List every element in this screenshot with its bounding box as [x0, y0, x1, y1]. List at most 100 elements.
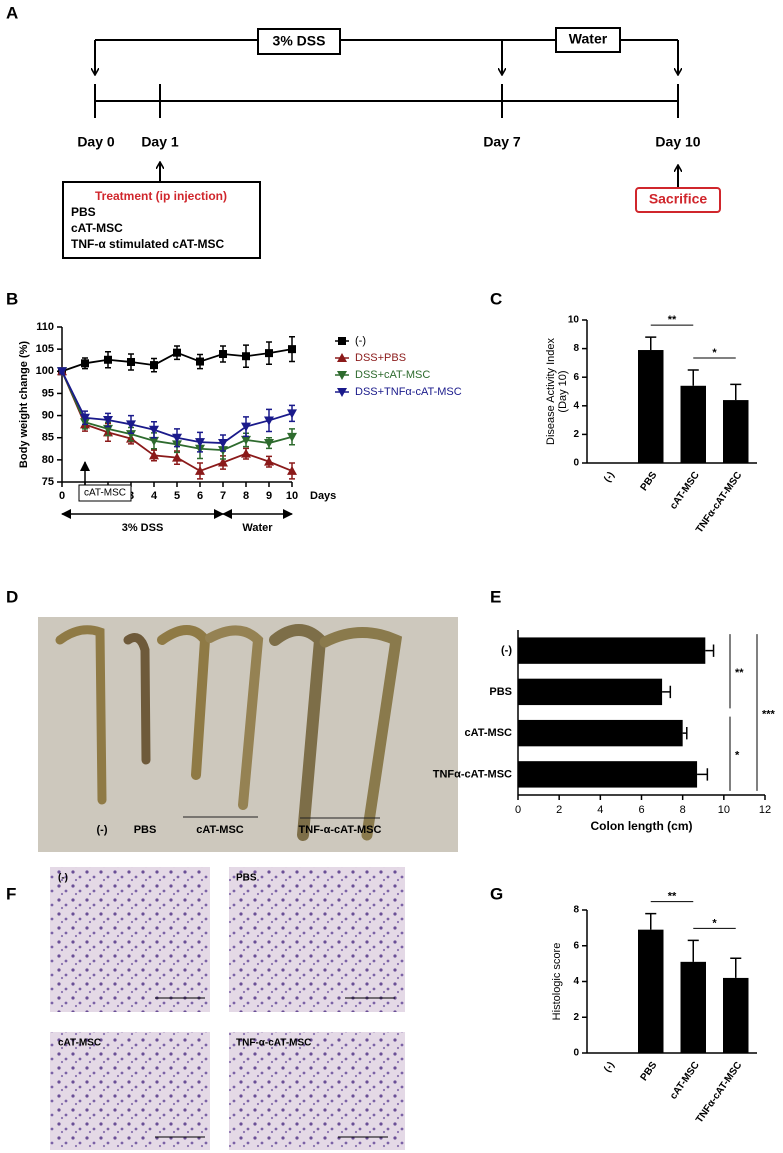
timeline: 3% DSS Water Day 0 Day 1 Day 7 Day 10 Tr…	[62, 27, 721, 259]
photo-label: (-)	[97, 824, 108, 836]
x-axis-label: Colon length (cm)	[591, 819, 693, 833]
x-tick-label: cAT-MSC	[668, 1060, 702, 1102]
endpoint-box	[635, 187, 721, 213]
marker	[57, 367, 67, 377]
photo-label: PBS	[236, 873, 257, 884]
y-tick-label: 100	[36, 365, 54, 377]
x-tick-label: cAT-MSC	[668, 470, 702, 512]
marker	[80, 413, 90, 423]
histology-image	[50, 867, 210, 1012]
marker	[287, 465, 297, 475]
y-axis-label: (Day 10)	[557, 370, 569, 412]
x-tick-label: TNFα-cAT-MSC	[694, 470, 744, 535]
x-tick-label: (-)	[602, 1060, 617, 1075]
y-tick-label: 85	[42, 432, 54, 444]
x-tick-label: 5	[174, 490, 180, 502]
y-axis-label: Histologic score	[551, 943, 563, 1021]
bar	[723, 400, 749, 463]
error-bar	[687, 369, 699, 386]
marker	[264, 416, 274, 426]
photo-label: PBS	[134, 824, 157, 836]
x-tick-label: 6	[197, 490, 203, 502]
group-line	[183, 816, 380, 819]
error-bar	[705, 644, 715, 657]
y-axis-label: Body weight change (%)	[18, 341, 30, 468]
day-label: Day 0	[77, 134, 115, 150]
marker	[104, 355, 112, 364]
y-tick-label: 95	[42, 387, 54, 399]
error-bar	[730, 383, 742, 401]
x-tick-label: 4	[151, 490, 158, 502]
y-axis-label: Disease Activity Index	[545, 338, 557, 445]
panel-label: F	[6, 884, 16, 903]
x-tick-label: 8	[680, 804, 686, 816]
marker	[241, 448, 251, 458]
marker	[287, 432, 297, 442]
panel-label: G	[490, 884, 503, 903]
x-tick-label: 2	[556, 804, 562, 816]
x-tick-label: TNFα-cAT-MSC	[694, 1060, 744, 1125]
treatment-title: Treatment (ip injection)	[95, 189, 227, 203]
phase-label: 3% DSS	[273, 33, 326, 49]
x-tick-label: 4	[597, 804, 603, 816]
x-tick-label: 6	[638, 804, 644, 816]
significance-label: *	[712, 347, 717, 359]
y-tick-label: 4	[573, 976, 579, 987]
error-bar	[697, 768, 709, 781]
phase-box	[257, 28, 341, 55]
photo-label: (-)	[58, 873, 68, 884]
x-tick-label: 8	[243, 490, 249, 502]
panel-label: C	[490, 289, 502, 308]
bar	[638, 929, 664, 1053]
bar	[680, 961, 706, 1053]
error-bar	[730, 957, 742, 978]
y-tick-label: 110	[36, 321, 54, 333]
bar	[723, 977, 749, 1053]
x-tick-label: 9	[266, 490, 272, 502]
marker	[242, 352, 250, 361]
colon-photo: (-) PBS cAT-MSC TNF-α-cAT-MSC	[38, 617, 458, 852]
marker	[219, 350, 227, 359]
bar	[518, 637, 706, 664]
marker	[172, 452, 182, 462]
x-tick-label: 7	[220, 490, 226, 502]
significance-label: *	[735, 750, 740, 762]
bar	[518, 678, 663, 706]
significance-label: ***	[762, 708, 776, 720]
histology-photos: (-) PBS cAT-MSC TNF-α-cAT-MSC	[50, 867, 405, 1150]
timeline-axis	[94, 84, 679, 118]
y-tick-label: 2	[573, 1012, 579, 1023]
histology-image	[229, 867, 405, 1012]
panel-label: D	[6, 587, 18, 606]
error-bar	[662, 685, 672, 699]
marker	[218, 457, 228, 467]
marker	[149, 425, 159, 435]
annotation: cAT-MSC	[84, 488, 126, 499]
y-tick-label: 75	[42, 476, 54, 488]
y-tick-label: 8	[573, 905, 579, 916]
bar	[680, 385, 706, 463]
bar	[518, 719, 683, 747]
significance-label: **	[668, 890, 677, 902]
x-tick-label: 10	[286, 490, 298, 502]
y-tick-label: 105	[36, 343, 54, 355]
scale-bar	[155, 997, 395, 1138]
photo-label: cAT-MSC	[58, 1038, 101, 1049]
panel-label: B	[6, 289, 18, 308]
histology-image	[50, 1032, 210, 1150]
photo-label: TNF-α-cAT-MSC	[236, 1038, 311, 1049]
x-tick-label: 12	[759, 804, 771, 816]
y-tick-label: 4	[573, 400, 579, 411]
marker	[241, 435, 251, 445]
y-tick-label: 10	[568, 315, 580, 326]
marker	[287, 409, 297, 419]
marker	[126, 420, 136, 430]
marker	[127, 357, 135, 366]
marker	[264, 456, 274, 466]
marker	[288, 345, 296, 354]
phase-label: Water	[242, 522, 273, 534]
y-tick-label: 2	[573, 429, 579, 440]
marker	[81, 359, 89, 368]
marker	[149, 436, 159, 446]
